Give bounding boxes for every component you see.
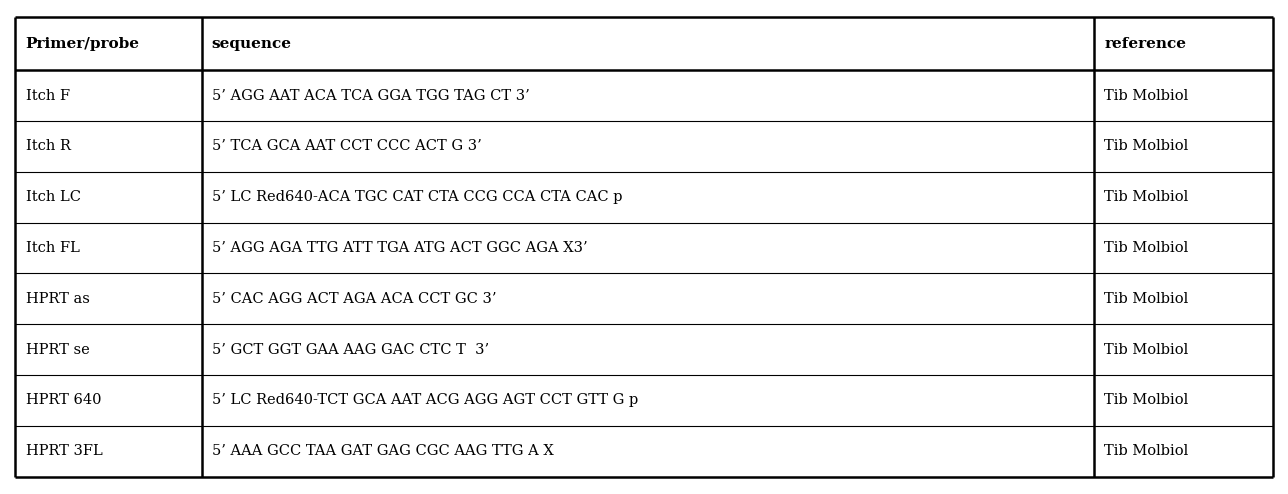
Text: Tib Molbiol: Tib Molbiol	[1104, 139, 1189, 153]
Text: 5’ TCA GCA AAT CCT CCC ACT G 3’: 5’ TCA GCA AAT CCT CCC ACT G 3’	[211, 139, 482, 153]
Text: HPRT 640: HPRT 640	[26, 394, 102, 408]
Text: HPRT se: HPRT se	[26, 343, 89, 357]
Text: Tib Molbiol: Tib Molbiol	[1104, 343, 1189, 357]
Text: Tib Molbiol: Tib Molbiol	[1104, 88, 1189, 103]
Text: 5’ AGG AAT ACA TCA GGA TGG TAG CT 3’: 5’ AGG AAT ACA TCA GGA TGG TAG CT 3’	[211, 88, 529, 103]
Text: HPRT 3FL: HPRT 3FL	[26, 444, 103, 458]
Text: 5’ CAC AGG ACT AGA ACA CCT GC 3’: 5’ CAC AGG ACT AGA ACA CCT GC 3’	[211, 292, 496, 306]
Text: Tib Molbiol: Tib Molbiol	[1104, 241, 1189, 255]
Text: Itch LC: Itch LC	[26, 190, 81, 204]
Text: HPRT as: HPRT as	[26, 292, 90, 306]
Text: sequence: sequence	[211, 37, 292, 51]
Text: 5’ AGG AGA TTG ATT TGA ATG ACT GGC AGA X3’: 5’ AGG AGA TTG ATT TGA ATG ACT GGC AGA X…	[211, 241, 587, 255]
Text: reference: reference	[1104, 37, 1186, 51]
Text: Tib Molbiol: Tib Molbiol	[1104, 190, 1189, 204]
Text: Itch F: Itch F	[26, 88, 70, 103]
Text: Tib Molbiol: Tib Molbiol	[1104, 292, 1189, 306]
Text: Itch FL: Itch FL	[26, 241, 80, 255]
Text: Tib Molbiol: Tib Molbiol	[1104, 444, 1189, 458]
Text: Primer/probe: Primer/probe	[26, 37, 140, 51]
Text: Tib Molbiol: Tib Molbiol	[1104, 394, 1189, 408]
Text: 5’ GCT GGT GAA AAG GAC CTC T  3’: 5’ GCT GGT GAA AAG GAC CTC T 3’	[211, 343, 489, 357]
Text: Itch R: Itch R	[26, 139, 71, 153]
Text: 5’ LC Red640-TCT GCA AAT ACG AGG AGT CCT GTT G p: 5’ LC Red640-TCT GCA AAT ACG AGG AGT CCT…	[211, 394, 638, 408]
Text: 5’ LC Red640-ACA TGC CAT CTA CCG CCA CTA CAC p: 5’ LC Red640-ACA TGC CAT CTA CCG CCA CTA…	[211, 190, 622, 204]
Text: 5’ AAA GCC TAA GAT GAG CGC AAG TTG A X: 5’ AAA GCC TAA GAT GAG CGC AAG TTG A X	[211, 444, 554, 458]
